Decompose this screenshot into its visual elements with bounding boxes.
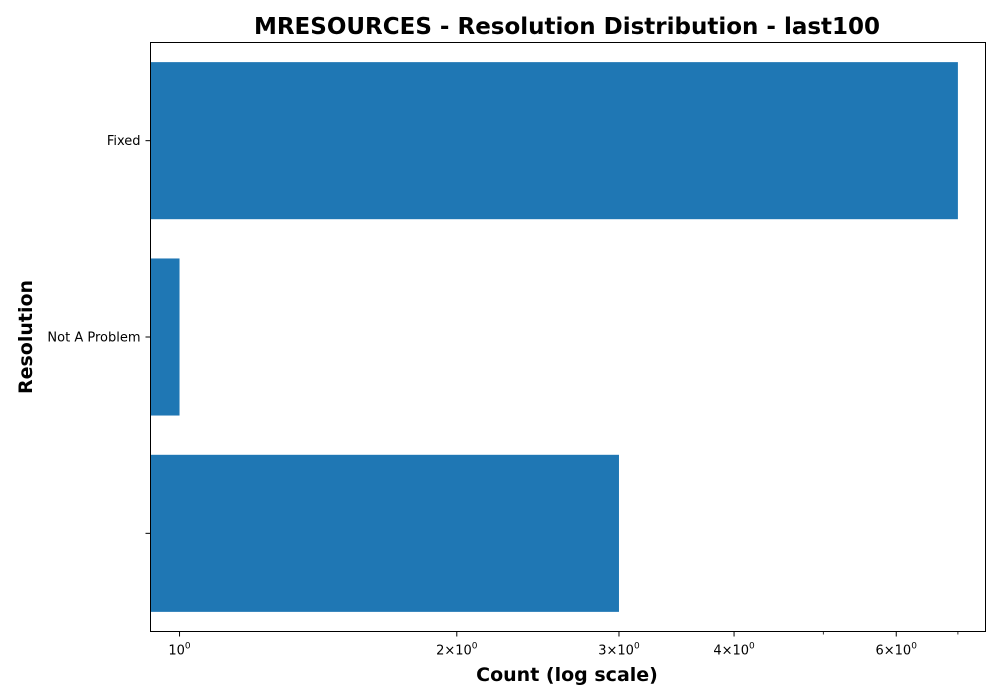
x-tick-label: 4×100 xyxy=(713,642,755,659)
bar-unlabeled xyxy=(150,454,619,612)
x-tick-label: 2×100 xyxy=(436,642,478,659)
chart-title: MRESOURCES - Resolution Distribution - l… xyxy=(254,14,880,40)
bars-group xyxy=(150,62,958,612)
y-axis-label: Resolution xyxy=(15,280,37,394)
x-tick-label: 6×100 xyxy=(876,642,918,659)
y-axis-ticks: Fixed Not A Problem xyxy=(47,134,151,534)
x-tick-label: 3×100 xyxy=(598,642,640,659)
y-tick-label: Not A Problem xyxy=(47,331,140,346)
bar-fixed xyxy=(150,62,958,220)
bar-not-a-problem xyxy=(150,258,180,416)
x-axis-ticks: 100 2×100 3×100 4×100 6×100 xyxy=(168,631,959,659)
x-tick-label: 100 xyxy=(168,642,191,659)
y-tick-label: Fixed xyxy=(107,134,141,149)
x-axis-label: Count (log scale) xyxy=(476,664,658,686)
